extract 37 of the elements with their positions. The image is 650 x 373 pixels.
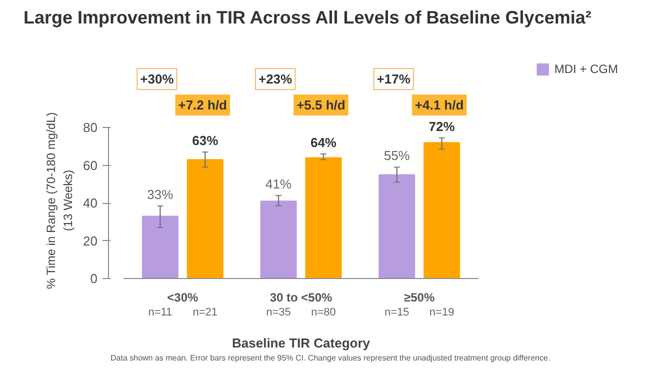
- data-label: 55%: [384, 148, 410, 164]
- x-tick-label: <30%: [167, 290, 199, 304]
- text: +4.1 h/d: [414, 98, 464, 112]
- text: Data shown as mean. Error bars represent the 95% CI. Change values represent the unadjusted treatment group difference.: [110, 354, 550, 362]
- data-label: 64%: [310, 134, 337, 150]
- text: n=19: [429, 306, 454, 318]
- y-axis-title: % Time in Range (70-180 mg/dL) (13 Weeks): [44, 112, 76, 289]
- text: n=80: [311, 306, 336, 318]
- text: +30%: [140, 72, 174, 86]
- y-tick-label: 20: [83, 233, 98, 248]
- text: +23%: [258, 72, 293, 86]
- x-axis-title: Baseline TIR Category: [232, 336, 371, 350]
- text: +5.5 h/d: [296, 98, 346, 112]
- bar: [424, 142, 460, 279]
- y-tick-label: 80: [83, 120, 98, 135]
- y-tick-label: 60: [83, 158, 98, 173]
- bar: [260, 200, 297, 279]
- chart-title: Large Improvement in TIR Across All Levels of Baseline Glycemia²: [24, 8, 592, 28]
- bar: [142, 216, 178, 279]
- bar: [305, 157, 342, 279]
- legend-label: MDI + CGM: [554, 62, 618, 76]
- y-tick-label: 0: [90, 271, 98, 286]
- y-tick-label: 40: [83, 196, 98, 210]
- text: n=35: [266, 306, 291, 318]
- x-tick-label: 30 to <50%: [270, 290, 333, 304]
- text: n=11: [148, 306, 172, 318]
- x-tick-label: ≥50%: [404, 290, 435, 304]
- bar: [186, 159, 224, 279]
- bar: [378, 174, 416, 279]
- data-label: 33%: [147, 186, 174, 202]
- text: n=15: [384, 306, 410, 318]
- text: n=21: [192, 306, 218, 318]
- data-label: 63%: [192, 133, 219, 148]
- text: +7.2 h/d: [178, 98, 228, 112]
- data-label: 41%: [266, 176, 292, 192]
- text: +17%: [376, 72, 411, 86]
- data-label: 72%: [428, 118, 456, 134]
